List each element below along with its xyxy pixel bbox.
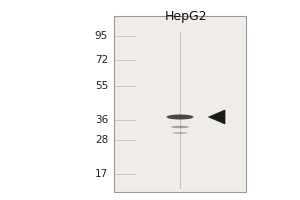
FancyBboxPatch shape: [114, 16, 246, 192]
Text: 72: 72: [95, 55, 108, 65]
Text: 55: 55: [95, 81, 108, 91]
Text: 17: 17: [95, 169, 108, 179]
Text: 95: 95: [95, 31, 108, 41]
Text: HepG2: HepG2: [165, 10, 207, 23]
Ellipse shape: [171, 126, 189, 128]
Text: 36: 36: [95, 115, 108, 125]
Ellipse shape: [167, 114, 194, 119]
Polygon shape: [208, 110, 225, 124]
Ellipse shape: [172, 132, 188, 134]
Text: 28: 28: [95, 135, 108, 145]
